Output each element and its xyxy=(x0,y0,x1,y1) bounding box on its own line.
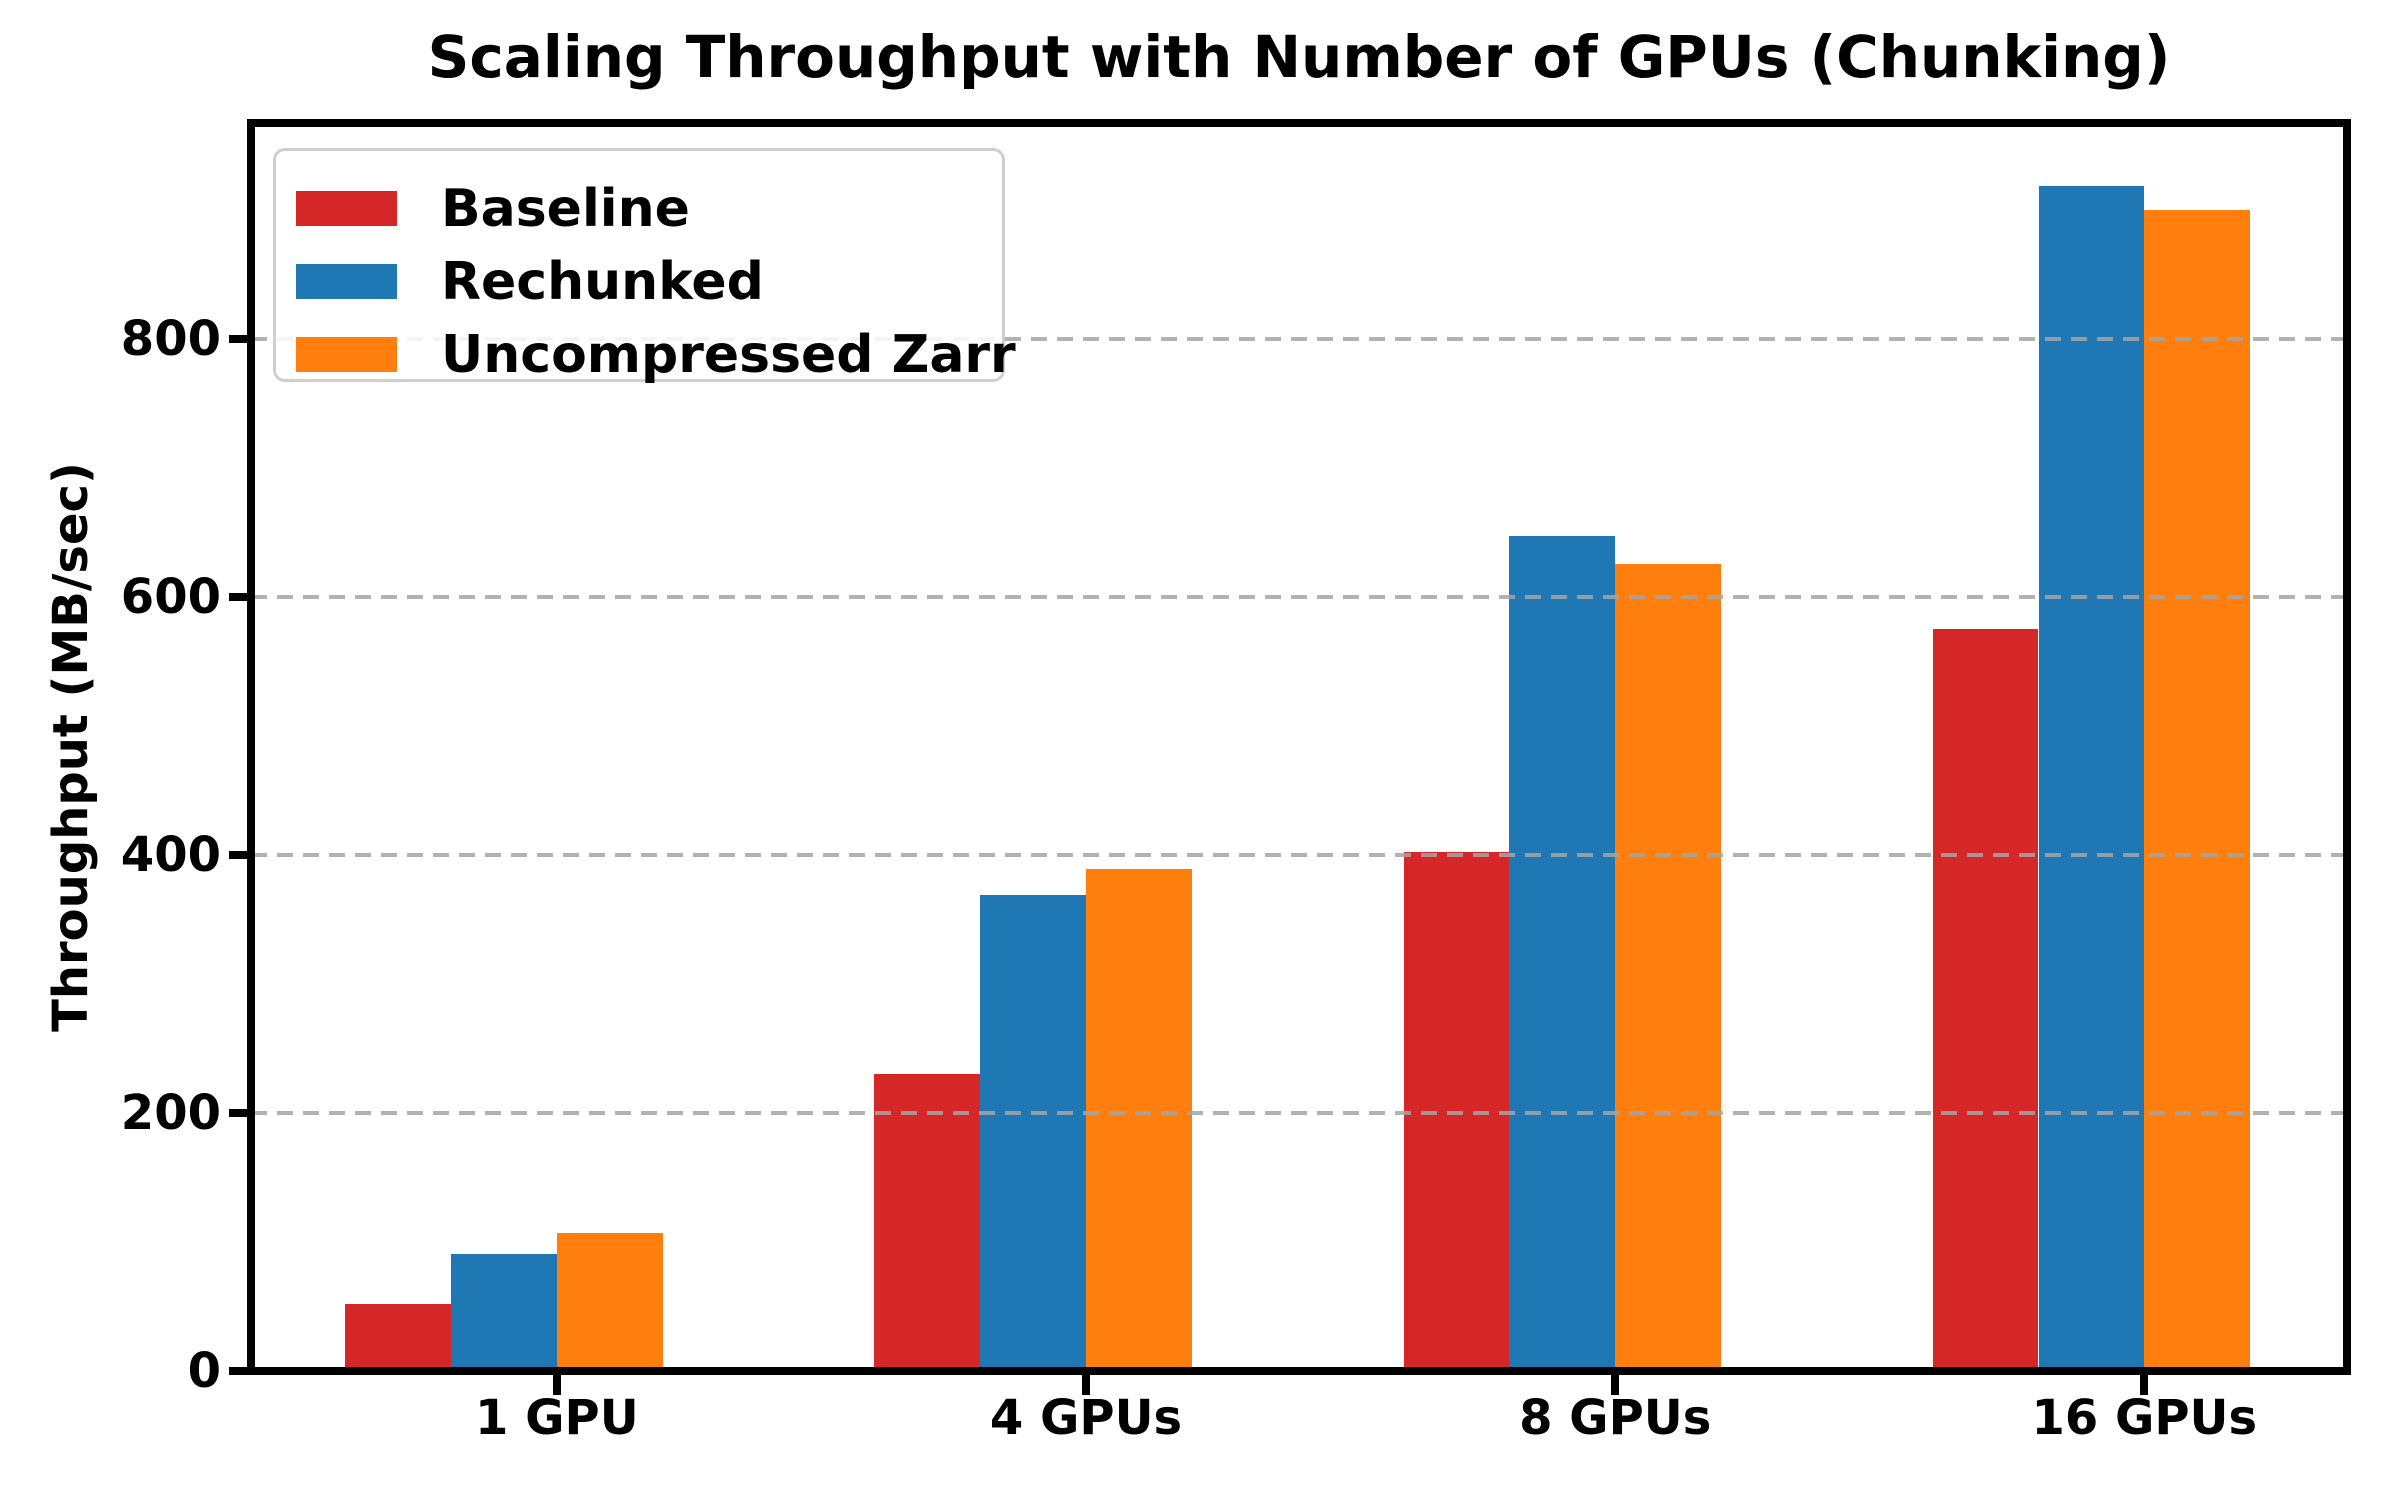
ytick-label-0: 0 xyxy=(187,1343,221,1399)
gridline-800 xyxy=(251,336,2347,341)
xtick-8-gpus xyxy=(1611,1375,1620,1395)
legend-swatch-rechunked xyxy=(296,264,397,299)
plot-area xyxy=(251,123,2347,1371)
bar-rechunked-1-gpu xyxy=(451,1253,557,1371)
ytick-label-600: 600 xyxy=(120,568,221,625)
ytick-label-200: 200 xyxy=(120,1084,221,1141)
xtick-label-16-gpus: 16 GPUs xyxy=(2031,1390,2258,1446)
xtick-label-4-gpus: 4 GPUs xyxy=(989,1390,1183,1446)
bar-rechunked-8-gpus xyxy=(1509,536,1616,1371)
xtick-4-gpus xyxy=(1082,1375,1090,1395)
gridline-400 xyxy=(251,852,2347,857)
bar-baseline-16-gpus xyxy=(1932,628,2039,1371)
y-axis-label: Throughput (MB/sec) xyxy=(43,462,99,1032)
ytick-800 xyxy=(229,334,251,343)
legend-item-uncompressed-zarr: Uncompressed Zarr xyxy=(296,318,1016,391)
gridline-600 xyxy=(251,594,2347,599)
bar-baseline-1-gpu xyxy=(345,1303,451,1371)
bar-uncompressed-zarr-4-gpus xyxy=(1086,869,1192,1371)
legend-item-baseline: Baseline xyxy=(296,172,1002,245)
legend-item-rechunked: Rechunked xyxy=(296,245,1002,318)
bar-uncompressed-zarr-8-gpus xyxy=(1615,564,1721,1371)
bar-uncompressed-zarr-1-gpu xyxy=(556,1232,663,1371)
legend-swatch-baseline xyxy=(296,191,397,226)
legend-label-uncompressed-zarr: Uncompressed Zarr xyxy=(441,324,1016,385)
xtick-1-gpu xyxy=(552,1375,561,1395)
xtick-label-1-gpu: 1 GPU xyxy=(475,1390,639,1446)
bar-rechunked-16-gpus xyxy=(2038,186,2145,1371)
chart-title: Scaling Throughput with Number of GPUs (… xyxy=(427,23,2171,91)
gridline-200 xyxy=(251,1110,2347,1115)
ytick-400 xyxy=(229,850,251,859)
bar-rechunked-4-gpus xyxy=(980,894,1086,1371)
legend-label-rechunked: Rechunked xyxy=(441,251,764,312)
legend: Baseline Rechunked Uncompressed Zarr xyxy=(273,148,1016,382)
legend-swatch-uncompressed-zarr xyxy=(296,337,397,372)
ytick-200 xyxy=(229,1108,251,1117)
legend-rows: Baseline Rechunked Uncompressed Zarr xyxy=(296,172,1016,391)
xtick-label-8-gpus: 8 GPUs xyxy=(1519,1390,1712,1446)
ytick-600 xyxy=(229,592,251,601)
bar-baseline-4-gpus xyxy=(874,1074,981,1371)
xtick-16-gpus xyxy=(2140,1375,2149,1395)
ytick-label-800: 800 xyxy=(120,310,221,367)
bar-uncompressed-zarr-16-gpus xyxy=(2144,209,2251,1371)
ytick-0 xyxy=(229,1367,251,1375)
legend-label-baseline: Baseline xyxy=(441,178,690,239)
ytick-label-400: 400 xyxy=(120,826,221,883)
